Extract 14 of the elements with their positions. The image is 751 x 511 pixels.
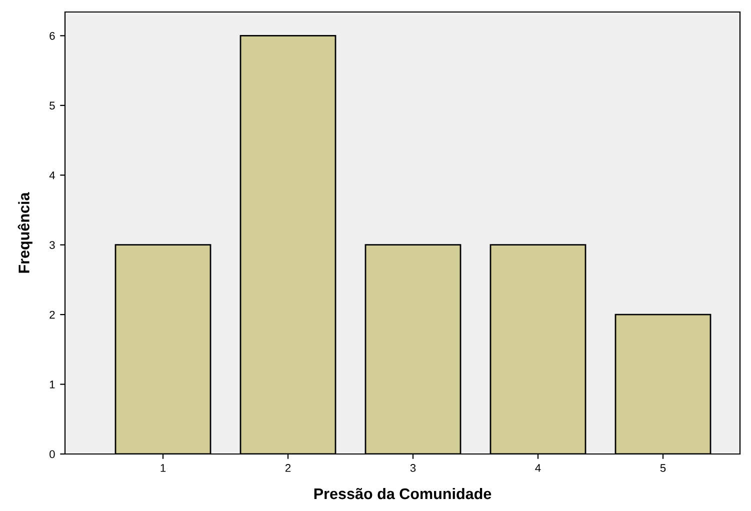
x-tick-label: 2 — [285, 464, 291, 472]
y-tick-label: 3 — [50, 241, 55, 249]
x-tick-label: 3 — [410, 464, 416, 472]
y-tick-label: 5 — [50, 102, 55, 110]
x-tick-label: 5 — [660, 464, 666, 472]
x-tick-label: 1 — [160, 464, 166, 472]
y-tick-label: 6 — [50, 32, 55, 40]
y-tick-label: 4 — [49, 172, 55, 180]
y-tick-label: 2 — [50, 310, 55, 319]
x-axis-title: Pressão da Comunidade — [314, 488, 492, 500]
y-tick-label: 0 — [50, 450, 55, 458]
y-axis-title: Frequência — [18, 192, 32, 273]
y-tick-label: 1 — [50, 380, 55, 388]
x-tick-label: 4 — [535, 464, 541, 472]
